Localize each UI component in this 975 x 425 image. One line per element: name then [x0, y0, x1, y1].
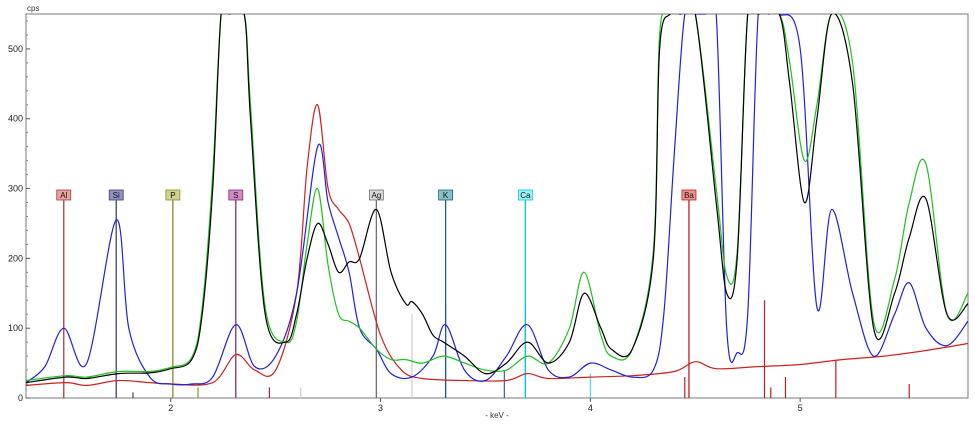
axis-ticks: 0 100 200 300 400 500 2 3 4 5 — [8, 20, 803, 413]
element-markers: Al Si P S Ag K Ca Ba — [56, 189, 697, 398]
series-lines — [26, 14, 968, 387]
series-line — [26, 14, 968, 382]
y-tick-label: 300 — [8, 184, 23, 194]
series-line — [26, 14, 968, 384]
series-line — [26, 14, 968, 386]
marker-badge — [108, 189, 124, 201]
marker-label: Ca — [520, 191, 531, 200]
series-line — [26, 104, 968, 387]
marker-label: Ba — [684, 191, 694, 200]
marker-label: Si — [113, 191, 120, 200]
marker-badge — [517, 189, 533, 201]
y-tick-label: 100 — [8, 323, 23, 333]
marker-badge — [438, 189, 453, 201]
x-axis-label: - keV - — [485, 411, 509, 420]
marker-label: P — [170, 191, 175, 200]
x-tick-label: 3 — [378, 403, 383, 413]
x-tick-label: 2 — [168, 403, 173, 413]
marker-badge — [56, 189, 72, 201]
marker-label: Al — [60, 191, 67, 200]
marker-label: K — [443, 191, 449, 200]
marker-badge — [681, 189, 697, 201]
marker-badge — [228, 189, 244, 201]
x-tick-label: 4 — [588, 403, 593, 413]
y-tick-label: 200 — [8, 253, 23, 263]
marker-label: Ag — [371, 191, 381, 200]
y-axis-label: cps — [27, 4, 39, 13]
marker-badge — [165, 189, 181, 201]
y-tick-label: 400 — [8, 114, 23, 124]
x-tick-label: 5 — [798, 403, 803, 413]
marker-badge — [368, 189, 384, 201]
y-tick-label: 500 — [8, 44, 23, 54]
marker-label: S — [233, 191, 238, 200]
plot-frame — [25, 13, 969, 399]
y-tick-label: 0 — [18, 393, 23, 403]
